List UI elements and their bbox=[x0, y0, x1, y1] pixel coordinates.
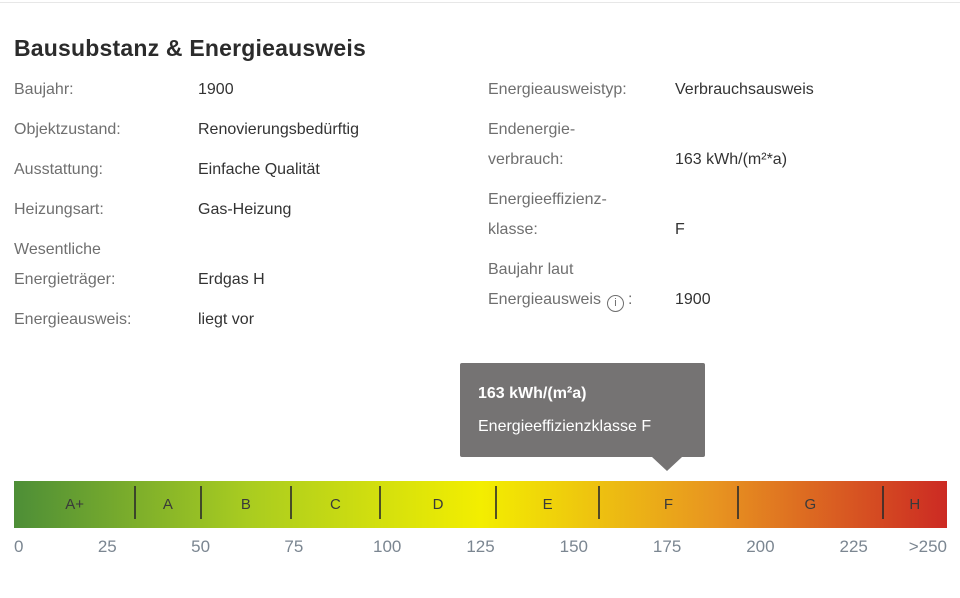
field-label: Energieträger: bbox=[14, 271, 116, 288]
segment-label: A bbox=[162, 496, 173, 513]
field-label: Objektzustand: bbox=[14, 121, 121, 138]
field-heizungsart: Heizungsart: Gas-Heizung bbox=[14, 195, 488, 225]
field-value: liegt vor bbox=[198, 311, 255, 328]
scale-tick-label: 0 bbox=[14, 537, 24, 556]
segment-divider bbox=[597, 486, 600, 519]
segment-divider bbox=[199, 486, 202, 519]
segment-label: G bbox=[804, 496, 817, 513]
field-value: 1900 bbox=[675, 291, 711, 308]
field-label: Energieausweis: bbox=[14, 311, 132, 328]
segment-divider bbox=[881, 486, 884, 519]
energy-segment-a-plus: A+ bbox=[65, 496, 85, 513]
field-label-colon: : bbox=[627, 291, 633, 308]
scale-tick-label: 100 bbox=[373, 537, 402, 556]
scale-tick-label: 175 bbox=[652, 537, 682, 556]
details-column-left: Baujahr: 1900 Objektzustand: Renovierung… bbox=[14, 75, 488, 345]
field-value: Gas-Heizung bbox=[198, 201, 292, 218]
scale-tick-label: 50 bbox=[191, 537, 211, 556]
energy-scale-ticks: 0 25 50 75 100 125 150 175 200 225 >250 bbox=[14, 537, 947, 561]
field-value: 163 kWh/(m²*a) bbox=[675, 151, 788, 168]
energy-segment-h: H bbox=[881, 481, 947, 528]
field-value: Renovierungsbedürftig bbox=[198, 121, 359, 138]
energy-segment-c: C bbox=[290, 481, 380, 528]
energy-segment-g: G bbox=[736, 481, 883, 528]
segment-label: B bbox=[240, 496, 251, 513]
field-ausstattung: Ausstattung: Einfache Qualität bbox=[14, 155, 488, 185]
field-label: Energieausweistyp: bbox=[488, 81, 627, 98]
field-label: Energieeffizienz- bbox=[488, 191, 607, 208]
field-value: F bbox=[675, 221, 685, 238]
segment-divider bbox=[495, 486, 498, 519]
tooltip-class: Energieeffizienzklasse F bbox=[478, 418, 652, 435]
field-energieausweistyp: Energieausweistyp: Verbrauchsausweis bbox=[488, 75, 947, 105]
field-value: Erdgas H bbox=[198, 271, 265, 288]
segment-label: H bbox=[909, 496, 921, 513]
top-divider bbox=[0, 2, 960, 3]
segment-divider bbox=[134, 486, 137, 519]
energy-scale-bar: A+ A B C D E F G H bbox=[14, 481, 947, 528]
field-value: 1900 bbox=[198, 81, 234, 98]
segment-divider bbox=[736, 486, 739, 519]
tooltip-value: 163 kWh/(m²a) bbox=[478, 385, 587, 402]
field-baujahr-laut-energieausweis: Baujahr laut Energieausweis i: 1900 bbox=[488, 255, 947, 315]
segment-label: E bbox=[542, 496, 553, 513]
field-label: Endenergie- bbox=[488, 121, 576, 138]
scale-tick-label: 225 bbox=[839, 537, 868, 556]
scale-tick-label: 200 bbox=[746, 537, 775, 556]
property-details: Baujahr: 1900 Objektzustand: Renovierung… bbox=[14, 75, 947, 345]
field-value: Verbrauchsausweis bbox=[675, 81, 814, 98]
segment-divider bbox=[378, 486, 381, 519]
field-label: verbrauch: bbox=[488, 151, 564, 168]
field-energieeffizienzklasse: Energieeffizienz- klasse: F bbox=[488, 185, 947, 245]
field-label: klasse: bbox=[488, 221, 538, 238]
details-column-right: Energieausweistyp: Verbrauchsausweis End… bbox=[488, 75, 947, 345]
field-label: Wesentliche bbox=[14, 241, 101, 258]
scale-tick-label: 125 bbox=[466, 537, 495, 556]
scale-tick-label: 75 bbox=[284, 537, 304, 556]
scale-tick-label: >250 bbox=[908, 537, 947, 556]
field-baujahr: Baujahr: 1900 bbox=[14, 75, 488, 105]
scale-tick-label: 150 bbox=[559, 537, 588, 556]
energy-segment-a: A bbox=[134, 481, 200, 528]
scale-tick-label: 25 bbox=[97, 537, 117, 556]
segment-label: F bbox=[663, 496, 674, 513]
segment-label: D bbox=[432, 496, 444, 513]
segment-label: C bbox=[329, 496, 341, 513]
segment-divider bbox=[290, 486, 293, 519]
field-label: Ausstattung: bbox=[14, 161, 103, 178]
energy-segment-f: F bbox=[597, 481, 738, 528]
info-icon[interactable]: i bbox=[606, 295, 624, 312]
field-value: Einfache Qualität bbox=[198, 161, 320, 178]
energy-segment-b: B bbox=[199, 481, 292, 528]
field-label: Baujahr: bbox=[14, 81, 74, 98]
section-title: Bausubstanz & Energieausweis bbox=[14, 35, 366, 62]
field-objektzustand: Objektzustand: Renovierungsbedürftig bbox=[14, 115, 488, 145]
field-label: Heizungsart: bbox=[14, 201, 104, 218]
field-energietraeger: Wesentliche Energieträger: Erdgas H bbox=[14, 235, 488, 295]
energy-segment-d: D bbox=[378, 481, 497, 528]
field-energieausweis: Energieausweis: liegt vor bbox=[14, 305, 488, 335]
field-endenergieverbrauch: Endenergie- verbrauch: 163 kWh/(m²*a) bbox=[488, 115, 947, 175]
tooltip-arrow bbox=[652, 457, 682, 471]
energy-tooltip: 163 kWh/(m²a) Energieeffizienzklasse F bbox=[460, 363, 705, 471]
field-label: Energieausweis bbox=[488, 291, 601, 308]
energy-segment-e: E bbox=[495, 481, 599, 528]
field-label: Baujahr laut bbox=[488, 261, 574, 278]
